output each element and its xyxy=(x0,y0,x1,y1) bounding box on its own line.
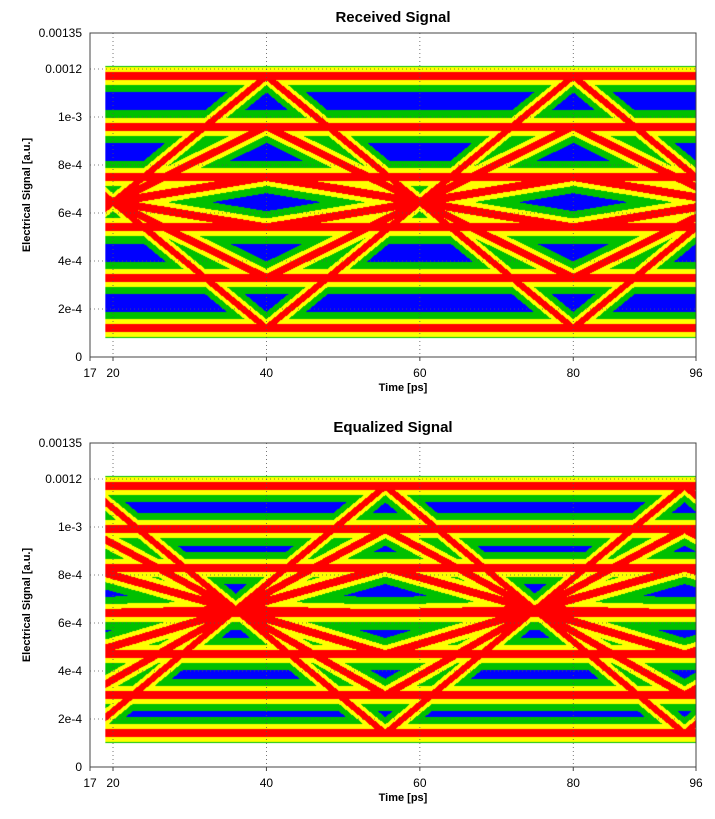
y-axis-label: Electrical Signal [a.u.] xyxy=(21,548,33,663)
y-tick-label: 0.0012 xyxy=(45,62,82,76)
y-tick-label: 0.0012 xyxy=(45,472,82,486)
x-tick-label: 20 xyxy=(106,776,120,790)
x-axis-label: Time [ps] xyxy=(379,792,428,804)
y-tick-label: 4e-4 xyxy=(58,664,82,678)
y-tick-label: 4e-4 xyxy=(58,254,82,268)
x-tick-label: 17 xyxy=(83,776,97,790)
chart-title: Received Signal xyxy=(335,9,450,26)
x-tick-label: 40 xyxy=(260,366,274,380)
x-tick-label: 60 xyxy=(413,366,427,380)
y-tick-label: 0 xyxy=(75,350,82,364)
y-tick-label: 6e-4 xyxy=(58,206,82,220)
plot-frame xyxy=(89,32,697,358)
eye-density-image xyxy=(105,443,696,767)
y-tick-label: 0.00135 xyxy=(39,436,83,450)
y-tick-label: 8e-4 xyxy=(58,158,82,172)
x-tick-label: 96 xyxy=(689,366,703,380)
x-tick-label: 40 xyxy=(260,776,274,790)
eye-density-image xyxy=(105,33,696,357)
y-tick-label: 0 xyxy=(75,760,82,774)
y-tick-label: 6e-4 xyxy=(58,616,82,630)
x-tick-label: 20 xyxy=(106,366,120,380)
x-tick-label: 96 xyxy=(689,776,703,790)
x-tick-label: 17 xyxy=(83,366,97,380)
chart-panel-2: 17 20 40 60 80 96 0 2e-4 4e-4 6e-4 8e-4 1e-3 0.0012 0… xyxy=(21,419,703,804)
x-tick-label: 60 xyxy=(413,776,427,790)
y-axis-label: Electrical Signal [a.u.] xyxy=(21,138,33,253)
x-tick-label: 80 xyxy=(567,776,581,790)
y-tick-label: 8e-4 xyxy=(58,568,82,582)
chart-panel-1: 17 20 40 60 80 96 0 2e-4 4e-4 6e-4 8e-4 1e-3 0.0012 0… xyxy=(21,9,703,394)
x-tick-label: 80 xyxy=(567,366,581,380)
y-tick-label: 1e-3 xyxy=(58,110,82,124)
y-tick-label: 1e-3 xyxy=(58,520,82,534)
chart-title: Equalized Signal xyxy=(333,419,452,436)
y-tick-label: 0.00135 xyxy=(39,26,83,40)
x-axis-label: Time [ps] xyxy=(379,382,428,394)
plot-frame xyxy=(89,442,697,768)
y-tick-label: 2e-4 xyxy=(58,302,82,316)
y-tick-label: 2e-4 xyxy=(58,712,82,726)
